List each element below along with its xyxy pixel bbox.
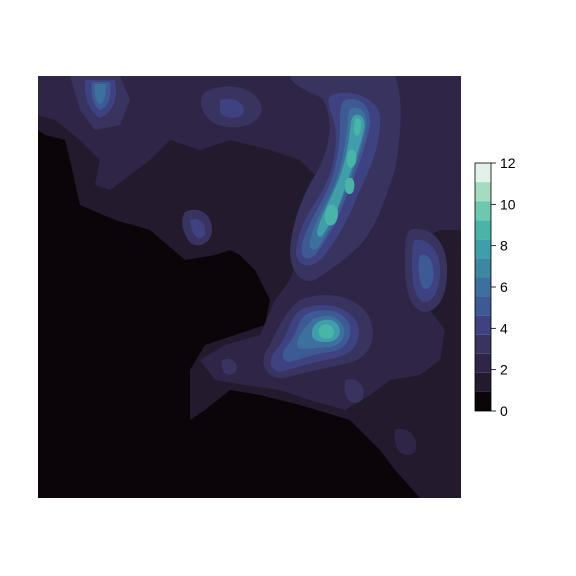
colorbar-swatch: [475, 220, 491, 240]
colorbar-tick-label: 0: [500, 403, 508, 419]
colorbar-swatch: [475, 353, 491, 373]
colorbar-swatch: [475, 296, 491, 316]
heatmap-panel: [38, 76, 461, 498]
colorbar: 0 2 4 6 8 10 12: [474, 155, 516, 419]
colorbar-swatch: [475, 239, 491, 259]
colorbar-tick-label: 6: [500, 279, 508, 295]
colorbar-swatch: [475, 372, 491, 392]
colorbar-swatch: [475, 315, 491, 335]
colorbar-tick-label: 2: [500, 362, 508, 378]
contour-level-6: [94, 84, 367, 349]
colorbar-tick-label: 8: [500, 238, 508, 254]
contour-level-8: [312, 114, 365, 342]
colorbar-swatch: [475, 277, 491, 297]
colorbar-tick-label: 12: [500, 155, 516, 171]
colorbar-swatch: [475, 391, 491, 411]
colorbar-tick-label: 4: [500, 320, 508, 336]
colorbar-swatch: [475, 182, 491, 202]
contour-level-2b: [394, 429, 417, 456]
colorbar-swatch: [475, 201, 491, 221]
colorbar-tick-label: 10: [500, 196, 516, 212]
colorbar-swatch: [475, 258, 491, 278]
colorbar-swatch: [475, 163, 491, 183]
colorbar-swatch: [475, 334, 491, 354]
